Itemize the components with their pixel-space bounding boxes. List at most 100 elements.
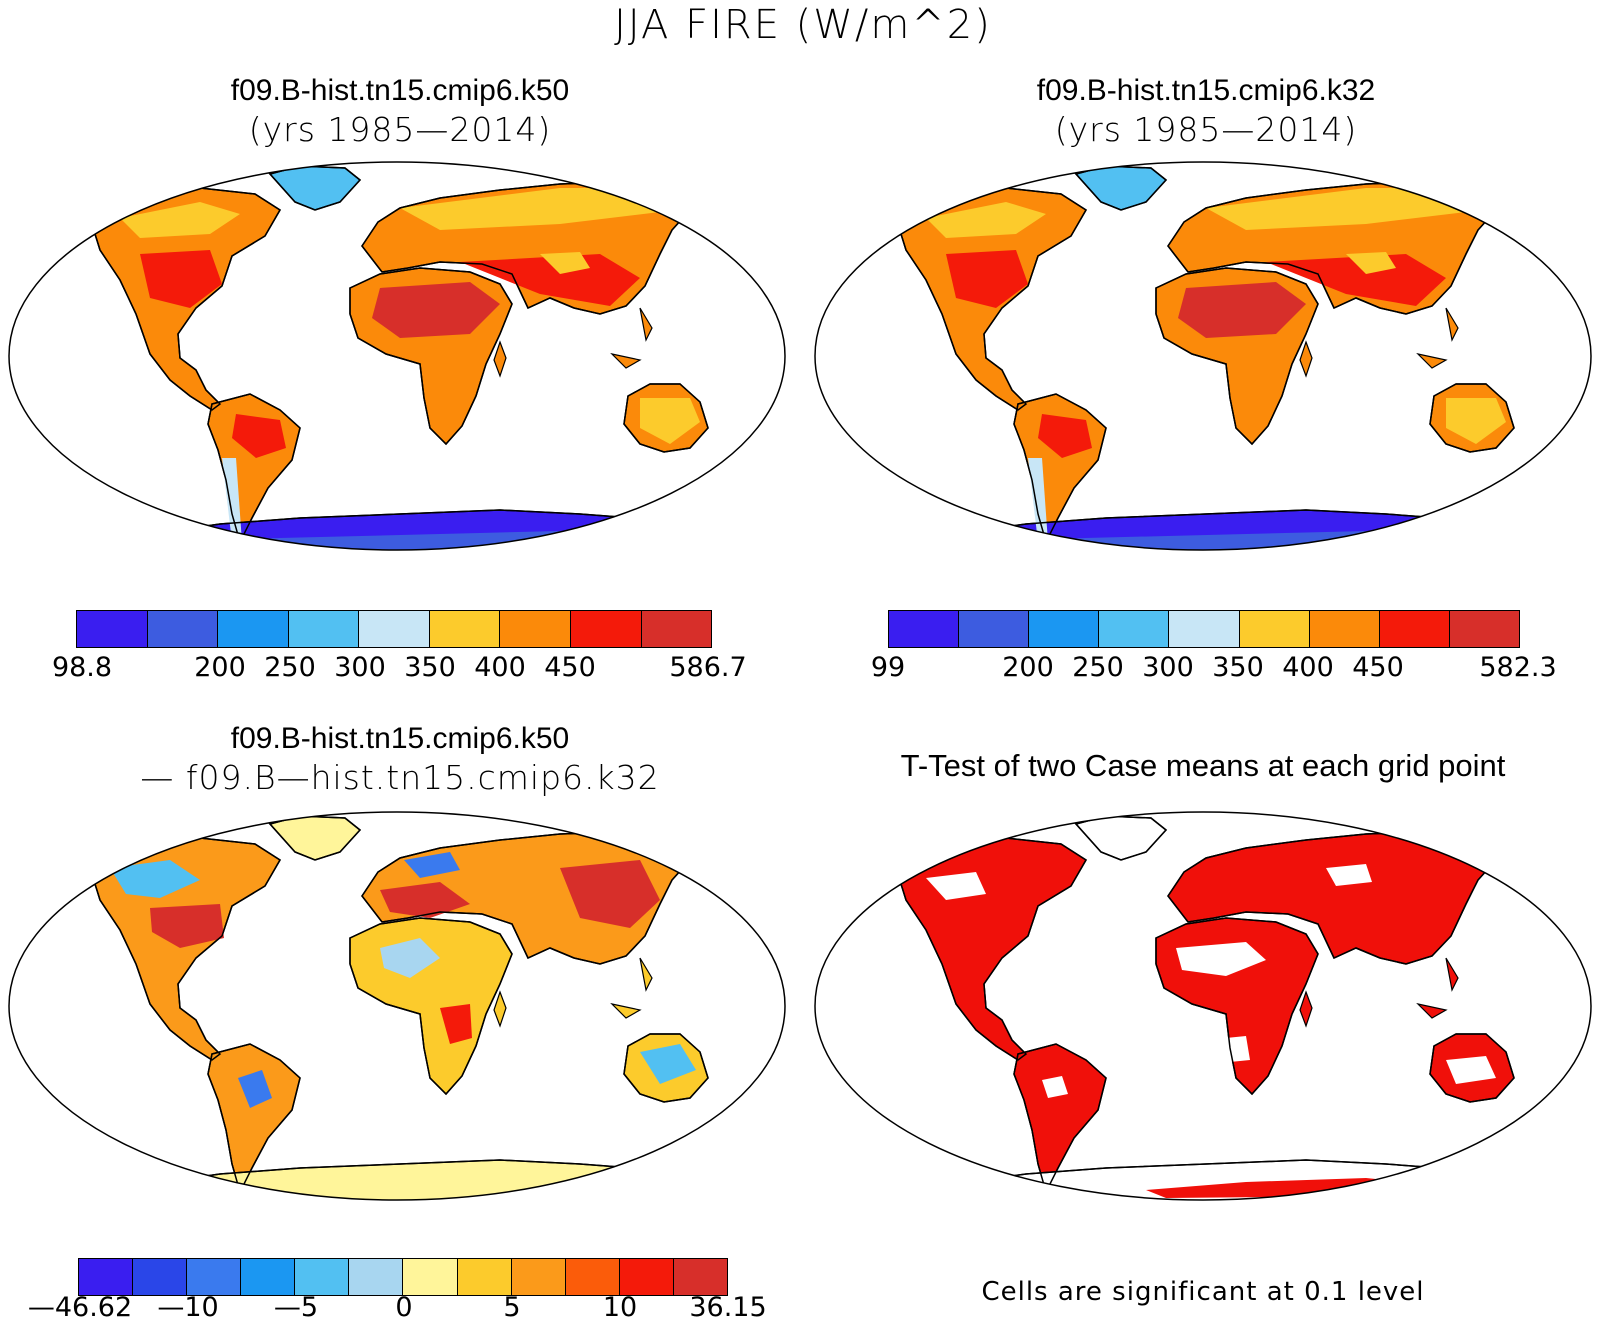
field-patch — [1178, 282, 1306, 338]
coastline-eurasia — [1167, 181, 1498, 315]
island — [493, 990, 507, 1028]
map-layer — [89, 165, 709, 550]
field-patch — [460, 254, 640, 306]
field-patch — [1038, 414, 1092, 458]
tick-label: 250 — [1072, 652, 1124, 683]
colorbar-diff-ticks: —46.62 —10 —5 0 5 10 36.15 — [0, 1292, 800, 1324]
tick-label: 450 — [544, 652, 596, 683]
field-patch — [222, 458, 242, 542]
field-patch — [926, 202, 1046, 238]
tick-label: —46.62 — [27, 1292, 133, 1323]
field-patch — [380, 938, 440, 978]
field-patch — [110, 860, 200, 898]
colorbar-cell — [429, 611, 501, 647]
panel-year-range: (yrs 1985—2014) — [248, 110, 552, 149]
coastline-africa — [1155, 267, 1319, 446]
tick-label: 300 — [1142, 652, 1194, 683]
field-patch — [1206, 188, 1466, 230]
field-patch — [926, 872, 986, 900]
island — [610, 1002, 642, 1019]
colorbar-cell — [673, 1259, 727, 1295]
field-patch — [540, 1186, 700, 1200]
panel-subtracted-case: — f09.B—hist.tn15.cmip6.k32 — [140, 758, 660, 797]
colorbar-cell — [1379, 611, 1450, 647]
tick-label: 450 — [1352, 652, 1404, 683]
island — [1445, 957, 1459, 992]
island — [1299, 990, 1313, 1028]
coastline-north-america — [89, 187, 282, 411]
colorbar-cell — [500, 611, 571, 647]
coastline-south-america — [207, 393, 301, 545]
colorbar-cell — [959, 611, 1030, 647]
colorbar-cell — [457, 1259, 512, 1295]
coastline-australia — [623, 383, 709, 453]
colorbar-cell — [619, 1259, 674, 1295]
tick-label: —5 — [273, 1292, 319, 1323]
map-border — [814, 161, 1592, 551]
tick-label: 350 — [404, 652, 456, 683]
colorbar-cell — [133, 1259, 188, 1295]
field-patch — [560, 860, 660, 928]
field-patch — [404, 852, 460, 878]
field-patch — [400, 188, 660, 230]
figure-title: JJA FIRE (W/m^2) — [614, 2, 992, 48]
panel-case-name: f09.B-hist.tn15.cmip6.k50 — [230, 722, 570, 755]
panel-year-range: (yrs 1985—2014) — [1054, 110, 1358, 149]
coastline-eurasia — [1167, 831, 1498, 965]
colorbar-cell — [1169, 611, 1240, 647]
colorbar-diff — [78, 1258, 728, 1296]
field-patch — [150, 904, 224, 948]
colorbar-cell — [1309, 611, 1380, 647]
field-patch — [380, 882, 470, 918]
panel-title-k32: f09.B-hist.tn15.cmip6.k32 (yrs 1985—2014… — [806, 74, 1606, 149]
colorbar-cell — [218, 611, 289, 647]
colorbar-cell — [1449, 611, 1519, 647]
coastline-australia — [623, 1033, 709, 1103]
panel-title-ttest: T-Test of two Case means at each grid po… — [900, 748, 1506, 783]
field-patch — [140, 250, 222, 308]
island — [639, 307, 653, 342]
coastline-south-america — [207, 1043, 301, 1195]
island — [1416, 1002, 1448, 1019]
map-layer — [895, 165, 1515, 550]
colorbar-cell — [889, 611, 960, 647]
panel-title-k50: f09.B-hist.tn15.cmip6.k50 (yrs 1985—2014… — [0, 74, 800, 149]
field-patch — [1028, 458, 1048, 542]
tick-label: 300 — [334, 652, 386, 683]
colorbar-cell — [1239, 611, 1310, 647]
colorbar-cell — [1029, 611, 1100, 647]
colorbar-cell — [349, 1259, 404, 1295]
colorbar-k50-ticks: 98.8 200 250 300 350 400 450 586.7 — [0, 652, 800, 684]
colorbar-k32-ticks: 99 200 250 300 350 400 450 582.3 — [806, 652, 1606, 684]
tick-label: 0 — [395, 1292, 413, 1323]
colorbar-k32 — [888, 610, 1520, 648]
tick-label: 5 — [503, 1292, 521, 1323]
colorbar-k50 — [76, 610, 712, 648]
island — [1416, 352, 1448, 369]
map-layer — [89, 815, 709, 1200]
island — [1299, 340, 1313, 378]
coastline-north-america — [89, 837, 282, 1061]
tick-label: 400 — [474, 652, 526, 683]
coastline-australia — [1429, 1033, 1515, 1103]
map-border — [8, 811, 786, 1201]
island — [493, 340, 507, 378]
map-ttest — [814, 811, 1592, 1201]
colorbar-cell — [1099, 611, 1170, 647]
colorbar-cell — [359, 611, 430, 647]
field-patch — [1326, 864, 1372, 886]
field-patch — [946, 250, 1028, 308]
colorbar-cell — [288, 611, 360, 647]
tick-label: 250 — [264, 652, 316, 683]
field-patch — [238, 1070, 272, 1108]
field-patch — [1042, 1076, 1068, 1098]
field-patch — [372, 282, 500, 338]
coastline-africa — [349, 267, 513, 446]
tick-label: 200 — [194, 652, 246, 683]
tick-label: 400 — [1282, 652, 1334, 683]
coastline-south-america — [1013, 393, 1107, 545]
colorbar-cell — [295, 1259, 350, 1295]
island — [1445, 307, 1459, 342]
colorbar-cell — [641, 611, 712, 647]
coastline-north-america — [895, 187, 1088, 411]
